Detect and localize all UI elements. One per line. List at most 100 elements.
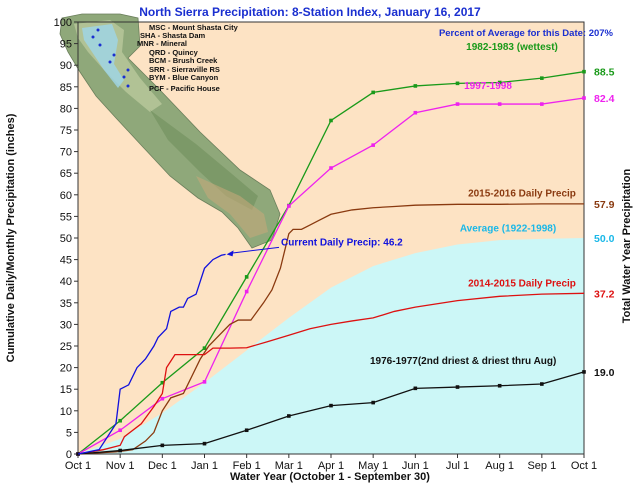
series-end-value: 50.0 [594, 233, 615, 245]
y-tick-label: 80 [60, 103, 72, 115]
series-line [77, 253, 226, 455]
data-point [455, 102, 460, 106]
y-tick-label: 10 [60, 406, 72, 418]
data-point [287, 414, 291, 418]
data-point [455, 81, 460, 86]
data-point [118, 448, 122, 453]
data-point [371, 400, 375, 405]
data-point [497, 383, 502, 388]
y-tick-label: 50 [60, 233, 72, 245]
callout-line [229, 246, 280, 254]
data-point [202, 441, 207, 446]
y-tick-label: 0 [66, 449, 72, 461]
axes-layer: 0 5 10 15 20 25 30 35 40 45 50 55 60 65 70 75 80 85 90 95 10… [54, 17, 598, 472]
series-end-value: 19.0 [594, 367, 615, 379]
station-marker [126, 68, 130, 72]
series-name-label: 1982-1983 (wettest) [466, 42, 558, 53]
y-tick-label: 90 [60, 60, 72, 72]
station-label: MSC - Mount Shasta City [149, 23, 239, 32]
x-tick-label: Aug 1 [485, 460, 514, 472]
map-station-labels: MSC - Mount Shasta City SHA - Shasta Dam… [91, 23, 239, 93]
y-tick-label: 100 [54, 17, 72, 29]
data-point [160, 380, 165, 385]
station-label: PCF - Pacific House [149, 84, 220, 93]
y-tick-label: 70 [60, 147, 72, 159]
data-point [582, 96, 586, 100]
data-point [329, 166, 333, 170]
data-point [582, 370, 586, 374]
x-tick-label: Dec 1 [148, 460, 177, 472]
x-tick-label: Mar 1 [275, 460, 303, 472]
series-end-value: 37.2 [594, 288, 615, 300]
x-axis-title: Water Year (October 1 - September 30) [230, 471, 430, 483]
x-tick-label: May 1 [358, 460, 388, 472]
x-tick-label: Jun 1 [402, 460, 429, 472]
y-tick-label: 45 [60, 255, 72, 267]
station-marker [98, 43, 102, 47]
series-end-value: 88.5 [594, 67, 615, 79]
y-tick-label: 75 [60, 125, 72, 137]
current-precip-label: Current Daily Precip: 46.2 [281, 237, 403, 248]
series-name-label: Average (1922-1998) [460, 224, 556, 235]
data-point [540, 102, 544, 106]
station-label: BCM - Brush Creek [149, 56, 218, 65]
data-point [244, 275, 249, 279]
california-map [59, 13, 281, 249]
data-point [371, 143, 375, 147]
y-axis-right-title: Total Water Year Precipitation [621, 168, 633, 323]
data-point [455, 385, 460, 389]
average-area [78, 238, 584, 454]
y-tick-label: 15 [60, 384, 72, 396]
y-tick-label: 35 [60, 298, 72, 310]
data-point [413, 386, 418, 391]
data-point [497, 80, 502, 85]
series-end-value: 57.9 [594, 199, 615, 211]
data-point [540, 76, 544, 80]
data-point [202, 346, 207, 350]
y-tick-label: 55 [60, 211, 72, 223]
y-tick-label: 95 [60, 39, 72, 51]
y-tick-label: 85 [60, 82, 72, 94]
label-layer: Average (1922-1998) 50.0 1982-1983 (wettes… [226, 42, 615, 379]
y-tick-label: 65 [60, 168, 72, 180]
series-name-label: 2015-2016 Daily Precip [468, 189, 576, 200]
y-tick-label: 30 [60, 319, 72, 331]
x-tick-label: Sep 1 [527, 460, 556, 472]
x-tick-label: Apr 1 [318, 460, 344, 472]
y-tick-label: 60 [60, 190, 72, 202]
data-point [329, 118, 333, 123]
station-marker [108, 60, 112, 64]
station-label: MNR - Mineral [137, 39, 187, 48]
x-tick-label: Jan 1 [191, 460, 218, 472]
data-point [160, 443, 165, 448]
station-marker [96, 28, 100, 32]
y-axis-title: Cumulative Daily/Monthly Precipitation (… [5, 113, 17, 362]
data-point [244, 428, 249, 433]
station-marker [126, 84, 130, 88]
station-label: QRD - Quincy [149, 48, 199, 57]
y-tick-label: 5 [66, 427, 72, 439]
series-name-label: 1976-1977(2nd driest & driest thru Aug) [370, 356, 556, 367]
data-point [371, 90, 375, 95]
series-line [77, 292, 585, 455]
series-name-label: 1997-1998 [464, 81, 512, 92]
series-end-value: 82.4 [594, 93, 615, 105]
data-point [582, 69, 586, 74]
callout-arrowhead [226, 250, 234, 257]
chart-title: North Sierra Precipitation: 8-Station In… [139, 5, 481, 19]
data-point [540, 382, 544, 386]
station-marker [122, 75, 126, 79]
station-marker [91, 35, 95, 39]
x-tick-label: Nov 1 [106, 460, 135, 472]
data-point [413, 110, 418, 115]
x-tick-label: Oct 1 [571, 460, 597, 472]
station-marker [112, 53, 116, 57]
data-point [497, 102, 502, 106]
x-tick-label: Oct 1 [65, 460, 91, 472]
series-layer [76, 69, 586, 456]
station-label: BYM - Blue Canyon [149, 73, 219, 82]
percent-of-average-note: Percent of Average for this Date: 207% [439, 28, 614, 39]
y-tick-label: 40 [60, 276, 72, 288]
series-line [77, 203, 584, 455]
